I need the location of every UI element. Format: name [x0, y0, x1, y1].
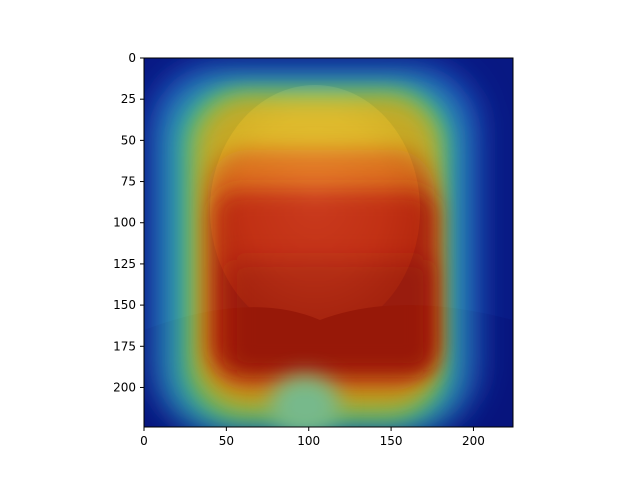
y-tick-label: 100	[113, 216, 136, 230]
heat-red-core	[230, 260, 430, 370]
plot-area	[144, 58, 513, 427]
y-tick-label: 25	[121, 92, 136, 106]
y-tick-label: 125	[113, 257, 136, 271]
x-tick-label: 50	[219, 434, 234, 448]
axes-frame	[143, 57, 514, 428]
x-tick-label: 150	[380, 434, 403, 448]
y-tick-label: 75	[121, 175, 136, 189]
y-tick-label: 150	[113, 298, 136, 312]
x-tick-label: 200	[462, 434, 485, 448]
y-tick-label: 0	[128, 51, 136, 65]
x-axis-ticks: 0 50 100 150 200	[140, 427, 485, 448]
x-tick-label: 100	[297, 434, 320, 448]
heatmap-overlay	[144, 58, 513, 427]
x-tick-label: 0	[140, 434, 148, 448]
y-axis-ticks: 0 25 50 75 100 125 150 175 200	[113, 51, 144, 394]
y-tick-label: 50	[121, 133, 136, 147]
y-tick-label: 200	[113, 380, 136, 394]
heat-low-shirt-patch	[270, 375, 340, 427]
y-tick-label: 175	[113, 339, 136, 353]
